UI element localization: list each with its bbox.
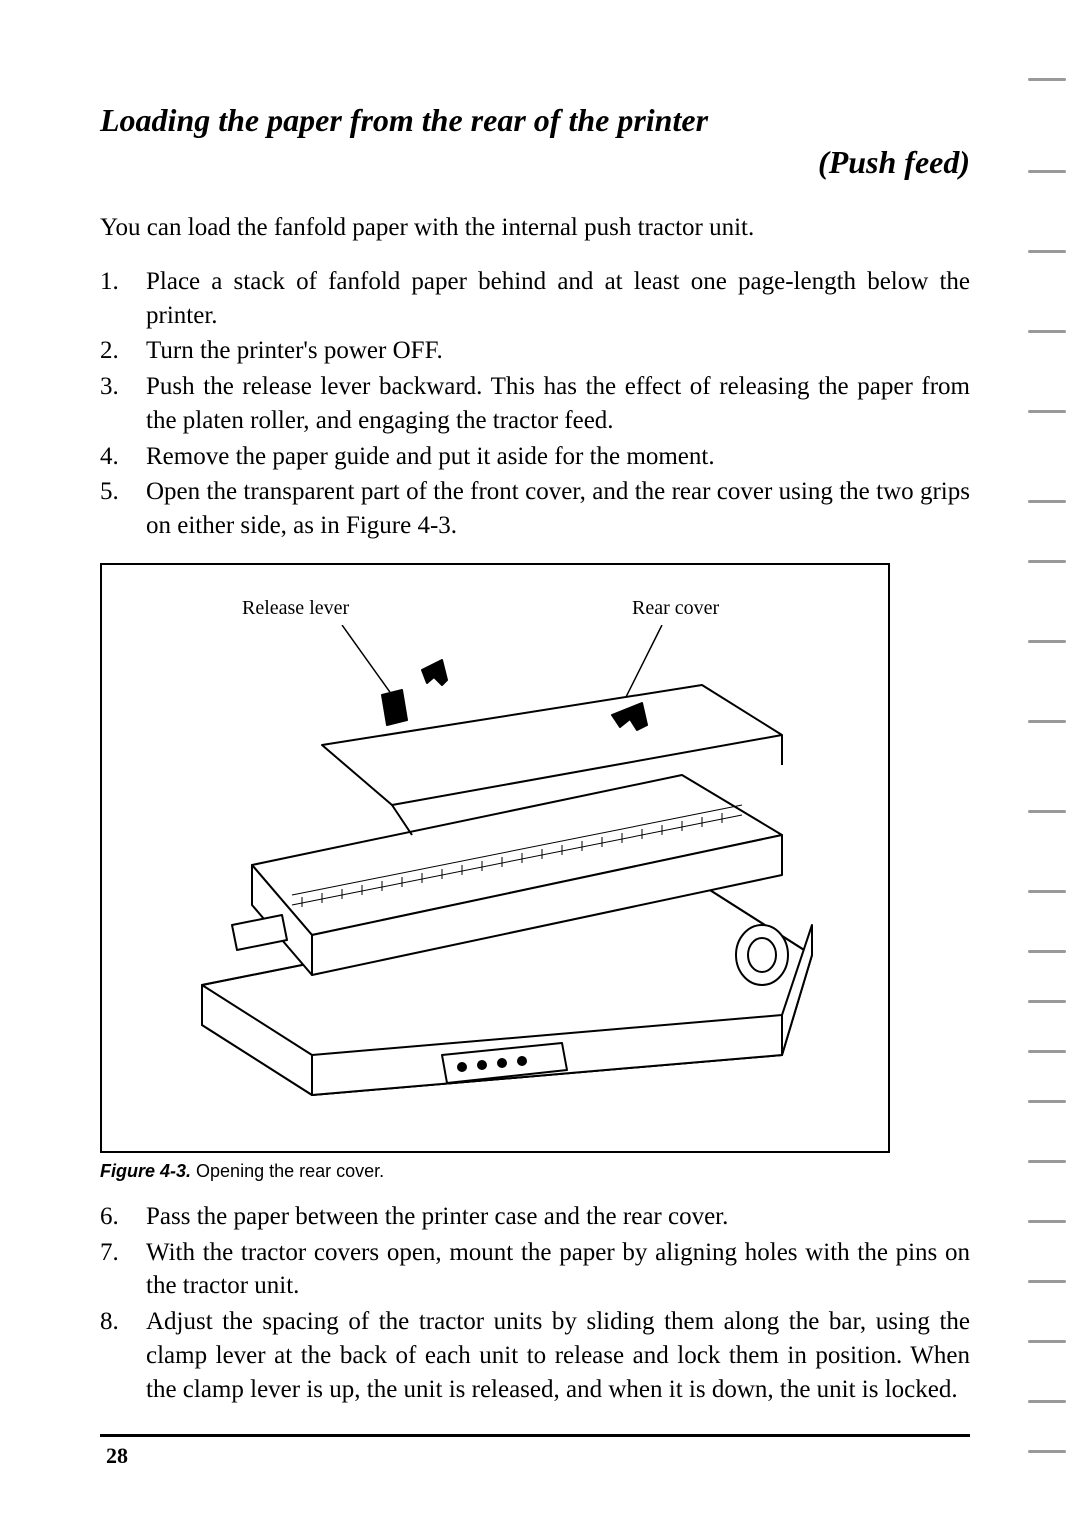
list-item: Pass the paper between the printer case … — [100, 1200, 970, 1234]
figure-caption-text: Opening the rear cover. — [191, 1161, 384, 1181]
steps-list-2: Pass the paper between the printer case … — [100, 1200, 970, 1407]
list-item: Push the release lever backward. This ha… — [100, 370, 970, 438]
list-item: Turn the printer's power OFF. — [100, 334, 970, 368]
page-content: Loading the paper from the rear of the p… — [100, 100, 970, 1406]
page-footer: 28 — [100, 1434, 970, 1469]
list-item: Remove the paper guide and put it aside … — [100, 440, 970, 474]
figure-caption-number: Figure 4-3. — [100, 1161, 191, 1181]
figure-caption: Figure 4-3. Opening the rear cover. — [100, 1161, 970, 1182]
binding-marks — [1022, 40, 1072, 1480]
list-item: Place a stack of fanfold paper behind an… — [100, 265, 970, 333]
figure-label-release-lever: Release lever — [242, 597, 349, 620]
list-item: Adjust the spacing of the tractor units … — [100, 1305, 970, 1406]
heading-line-1: Loading the paper from the rear of the p… — [100, 100, 970, 142]
intro-paragraph: You can load the fanfold paper with the … — [100, 211, 970, 245]
page-number: 28 — [100, 1443, 128, 1468]
steps-list-1: Place a stack of fanfold paper behind an… — [100, 265, 970, 543]
footer-rule — [100, 1434, 970, 1437]
section-heading: Loading the paper from the rear of the p… — [100, 100, 970, 183]
heading-line-2: (Push feed) — [100, 142, 970, 184]
figure-4-3-box: Release lever Rear cover — [100, 563, 890, 1153]
list-item: With the tractor covers open, mount the … — [100, 1236, 970, 1304]
list-item: Open the transparent part of the front c… — [100, 475, 970, 543]
printer-illustration — [142, 625, 852, 1135]
figure-label-rear-cover: Rear cover — [632, 597, 719, 620]
